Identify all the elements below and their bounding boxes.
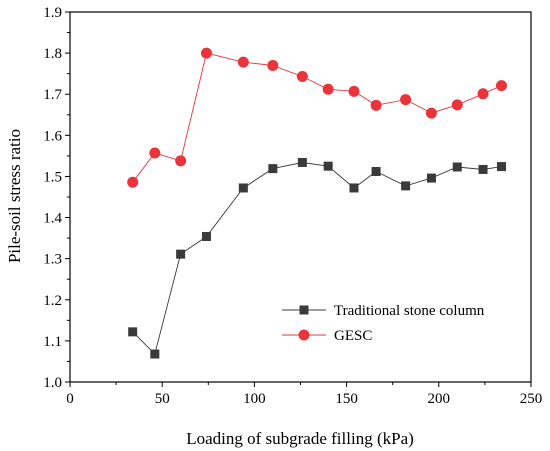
x-tick-label: 200 [428, 391, 451, 407]
legend-marker [298, 329, 310, 341]
y-tick-label: 1.8 [43, 46, 62, 62]
x-axis-title: Loading of subgrade filling (kPa) [186, 429, 414, 448]
y-tick-label: 1.3 [43, 252, 62, 268]
x-tick-label: 150 [335, 391, 358, 407]
data-point [296, 71, 308, 83]
y-tick-label: 1.6 [43, 128, 62, 144]
data-point [478, 164, 488, 174]
data-point [451, 99, 463, 111]
x-axis: 0 50 100 150 200 250 [66, 382, 542, 407]
data-point [477, 88, 489, 100]
x-tick-label: 50 [155, 391, 170, 407]
x-tick-label: 100 [243, 391, 266, 407]
y-axis: 1.0 1.1 1.2 1.3 1.4 1.5 1.6 1.7 1.8 1.9 [43, 5, 70, 391]
data-point [127, 176, 139, 188]
data-point [176, 249, 186, 259]
data-point [237, 56, 249, 68]
legend-label: Traditional stone column [334, 303, 485, 319]
x-tick-label: 250 [520, 391, 543, 407]
x-tick-label: 0 [66, 391, 74, 407]
legend-item: Traditional stone column [282, 303, 485, 319]
data-point [175, 155, 187, 167]
data-point [401, 181, 411, 191]
data-point [149, 147, 161, 159]
y-tick-label: 1.0 [43, 375, 62, 391]
series-line [132, 162, 502, 355]
series-line [132, 52, 502, 183]
data-point [297, 157, 307, 167]
y-tick-label: 1.5 [43, 169, 62, 185]
data-point [201, 231, 211, 241]
data-point [267, 59, 279, 71]
data-point [200, 47, 212, 59]
data-point [425, 107, 437, 119]
series-traditional-stone-column [128, 157, 506, 359]
data-point [371, 167, 381, 177]
data-point [496, 162, 506, 172]
series-layer [127, 47, 507, 359]
y-tick-label: 1.2 [43, 293, 62, 309]
legend-marker [299, 305, 309, 315]
data-point [268, 164, 278, 174]
data-point [452, 162, 462, 172]
legend: Traditional stone column GESC [282, 303, 485, 344]
plot-frame [69, 11, 532, 383]
data-point [370, 99, 382, 111]
data-point [150, 349, 160, 359]
plot-area [69, 11, 532, 383]
data-point [495, 80, 507, 92]
y-axis-title: Pile-soil stress ratio [5, 129, 24, 263]
data-point [400, 94, 412, 106]
y-tick-label: 1.9 [43, 5, 62, 21]
data-point [238, 183, 248, 193]
data-point [426, 173, 436, 183]
legend-item: GESC [282, 328, 372, 344]
data-point [323, 161, 333, 171]
y-tick-label: 1.1 [43, 334, 62, 350]
series-gesc [127, 47, 507, 188]
y-tick-label: 1.4 [43, 211, 62, 227]
legend-label: GESC [334, 328, 372, 344]
data-point [128, 327, 138, 337]
data-point [348, 85, 360, 97]
y-tick-label: 1.7 [43, 87, 62, 103]
data-point [349, 183, 359, 193]
data-point [322, 83, 334, 95]
